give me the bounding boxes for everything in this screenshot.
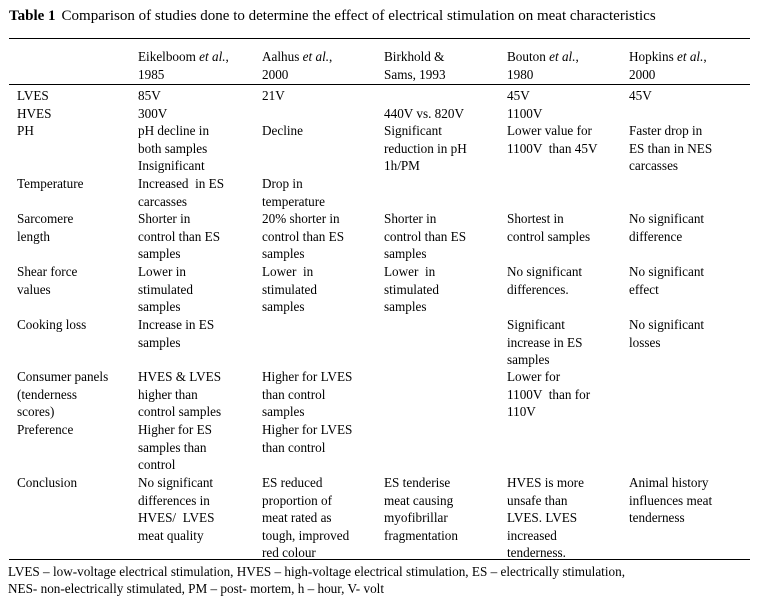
row-label-conclusion: Conclusion: [17, 475, 78, 490]
table-label: Table 1: [9, 8, 56, 24]
header-col-4: Bouton et al., 1980: [507, 49, 579, 82]
footnote-line-1: LVES – low-voltage electrical stimulatio…: [8, 564, 625, 579]
table-title: Comparison of studies done to determine …: [61, 8, 656, 24]
table-cell: 440V vs. 820V: [384, 106, 464, 121]
table-cell: Increase in ES samples: [138, 317, 215, 350]
table-cell: 1100V: [507, 106, 543, 121]
top-rule: [9, 38, 750, 39]
table-cell: Faster drop in ES than in NES carcasses: [629, 123, 713, 174]
row-label-hves: HVES: [17, 106, 52, 121]
table-cell: No significant effect: [629, 264, 705, 297]
row-label-cooking-loss: Cooking loss: [17, 317, 87, 332]
row-label-ph: PH: [17, 123, 34, 138]
row-label-consumer-panels: Consumer panels (tenderness scores): [17, 369, 109, 420]
table-cell: 21V: [262, 88, 285, 103]
row-label-preference: Preference: [17, 422, 74, 437]
table-cell: 300V: [138, 106, 168, 121]
table-cell: Shorter in control than ES samples: [138, 211, 221, 262]
header-col-1: Eikelboom et al., 1985: [138, 49, 229, 82]
table-cell: Decline: [262, 123, 304, 138]
table-cell: Shortest in control samples: [507, 211, 591, 244]
table-cell: Lower for 1100V than for 110V: [507, 369, 591, 420]
table-cell: Higher for LVES than control: [262, 422, 353, 455]
header-col-5: Hopkins et al., 2000: [629, 49, 707, 82]
table-cell: Lower value for 1100V than 45V: [507, 123, 598, 156]
table-cell: 45V: [507, 88, 530, 103]
table-cell: Lower in stimulated samples: [384, 264, 439, 315]
table-cell: No significant losses: [629, 317, 705, 350]
table-cell: Lower in stimulated samples: [262, 264, 317, 315]
table-cell: Higher for LVES than control samples: [262, 369, 353, 420]
table-cell: Animal history influences meat tendernes…: [629, 475, 713, 526]
header-rule: [9, 84, 750, 85]
header-col-3: Birkhold & Sams, 1993: [384, 49, 446, 82]
table-cell: ES reduced proportion of meat rated as t…: [262, 475, 350, 561]
table-cell: Higher for ES samples than control: [138, 422, 212, 473]
table-caption: Table 1 Comparison of studies done to det…: [9, 8, 656, 25]
table-cell: 45V: [629, 88, 652, 103]
footnote-line-2: NES- non-electrically stimulated, PM – p…: [8, 581, 385, 596]
table-cell: Significant reduction in pH 1h/PM: [384, 123, 467, 174]
table-cell: Drop in temperature: [262, 176, 325, 209]
row-label-sarcomere-length: Sarcomere length: [17, 211, 74, 244]
table-cell: Lower in stimulated samples: [138, 264, 193, 315]
bottom-rule: [9, 559, 750, 560]
header-col-2: Aalhus et al., 2000: [262, 49, 333, 82]
row-label-lves: LVES: [17, 88, 49, 103]
row-label-temperature: Temperature: [17, 176, 84, 191]
table-cell: HVES & LVES higher than control samples: [138, 369, 222, 420]
table-cell: pH decline in both samples Insignificant: [138, 123, 210, 174]
table-cell: ES tenderise meat causing myofibrillar f…: [384, 475, 458, 543]
table-cell: Significant increase in ES samples: [507, 317, 583, 368]
table-cell: 85V: [138, 88, 161, 103]
row-label-shear-force: Shear force values: [17, 264, 78, 297]
table-cell: Increased in ES carcasses: [138, 176, 225, 209]
table-cell: HVES is more unsafe than LVES. LVES incr…: [507, 475, 584, 561]
table-cell: 20% shorter in control than ES samples: [262, 211, 345, 262]
table-cell: No significant differences.: [507, 264, 583, 297]
table-cell: Shorter in control than ES samples: [384, 211, 467, 262]
table-cell: No significant differences in HVES/ LVES…: [138, 475, 215, 543]
table-cell: No significant difference: [629, 211, 705, 244]
